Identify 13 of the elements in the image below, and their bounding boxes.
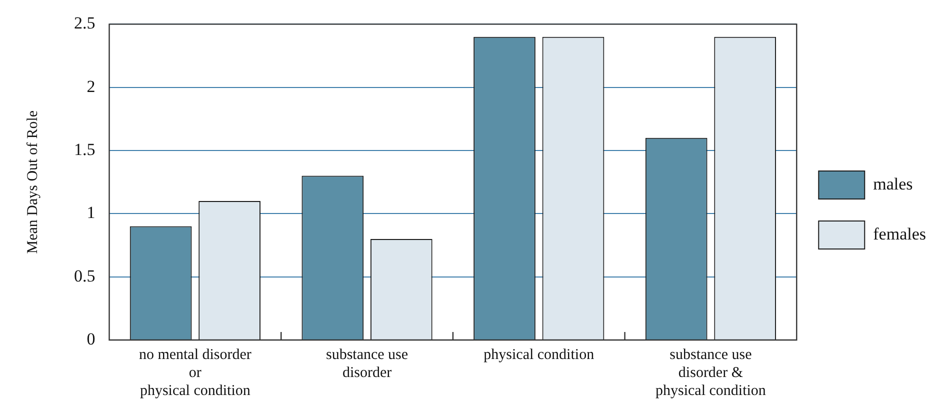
x-tick-label: physical condition: [484, 346, 595, 363]
y-tick-label: 0.5: [74, 266, 96, 286]
y-tick-label: 2.5: [74, 14, 96, 33]
y-tick-label: 0: [86, 329, 96, 348]
y-tick-label: 1.5: [74, 140, 96, 159]
legend-label: males: [873, 174, 913, 194]
x-tick-label: substance use disorder: [326, 346, 408, 381]
y-tick-label: 1: [86, 203, 96, 222]
x-tick-label: no mental disorder or physical condition: [138, 346, 252, 399]
y-tick-label: 2: [86, 76, 96, 96]
y-axis-title: Mean Days Out of Role: [24, 110, 41, 254]
x-tick-label: substance use disorder & physical condition: [656, 346, 766, 399]
legend-label: females: [873, 224, 926, 244]
